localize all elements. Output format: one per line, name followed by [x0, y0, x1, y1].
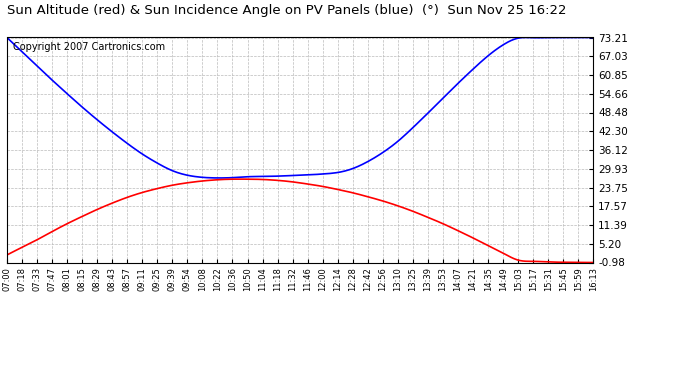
Text: Sun Altitude (red) & Sun Incidence Angle on PV Panels (blue)  (°)  Sun Nov 25 16: Sun Altitude (red) & Sun Incidence Angle…: [7, 4, 566, 17]
Text: Copyright 2007 Cartronics.com: Copyright 2007 Cartronics.com: [13, 42, 165, 52]
